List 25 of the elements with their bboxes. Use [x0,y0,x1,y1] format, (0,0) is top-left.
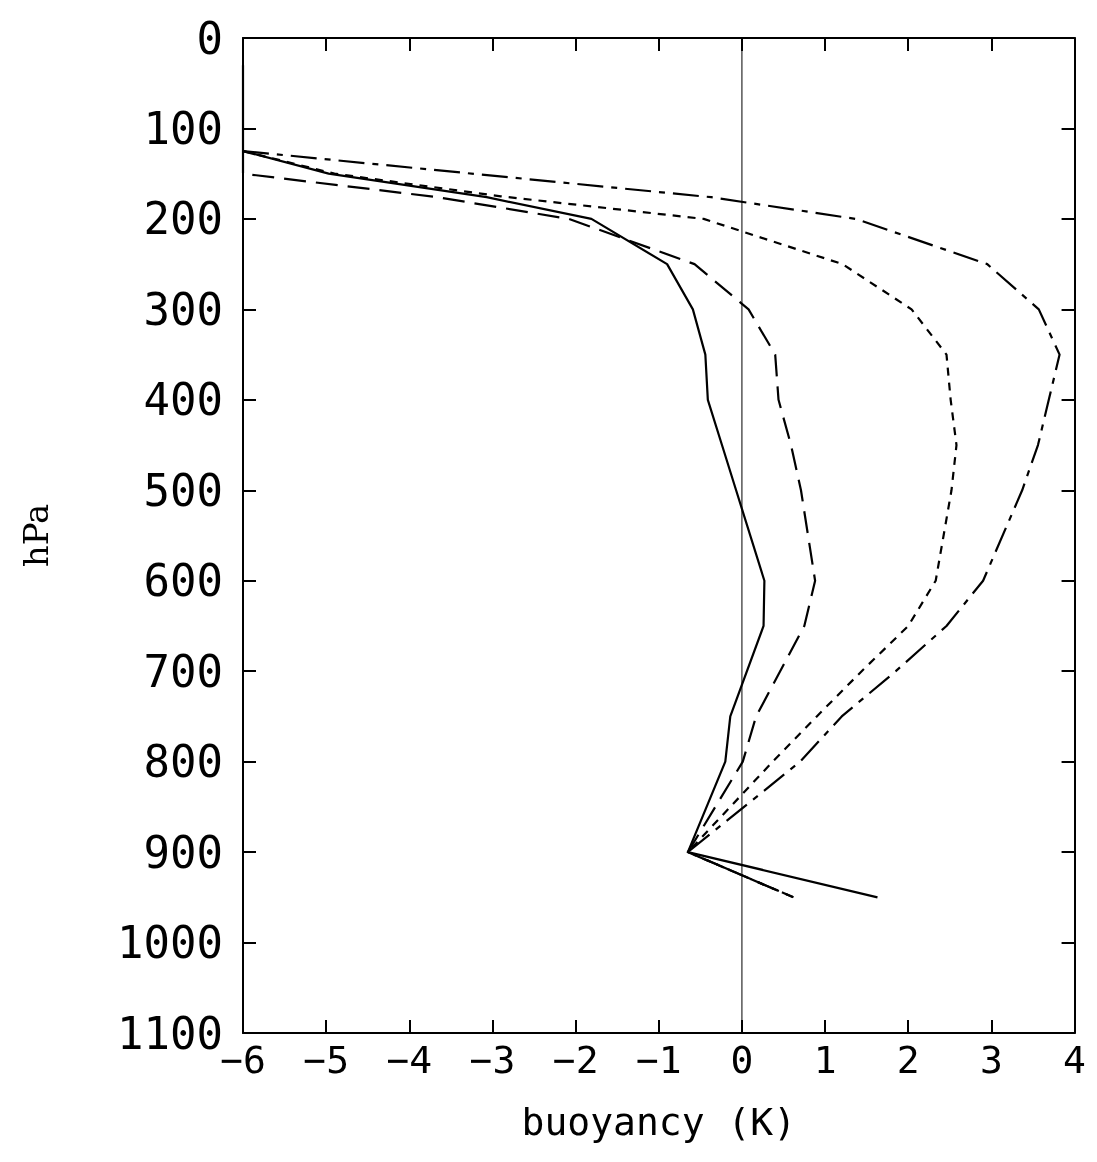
x-tick-label: −3 [469,1038,516,1082]
y-tick-label: 300 [143,283,223,335]
y-tick-label: 900 [143,826,223,878]
x-tick-label: −2 [552,1038,599,1082]
y-axis-title: hPa [16,503,56,568]
y-tick-label: 0 [196,12,223,64]
x-tick-label: −6 [220,1038,266,1082]
x-axis-title: buoyancy (K) [521,1100,797,1144]
x-tick-label: 1 [813,1038,837,1082]
y-tick-label: 100 [143,102,223,154]
y-tick-label: 200 [143,193,223,245]
x-tick-label: −4 [386,1038,433,1082]
y-tick-label: 1100 [117,1007,223,1059]
y-tick-label: 1000 [117,917,223,969]
y-tick-label: 500 [143,464,223,516]
x-tick-label: 3 [979,1038,1003,1082]
y-tick-label: 800 [143,736,223,788]
y-tick-label: 600 [143,555,223,607]
x-tick-label: −5 [303,1038,350,1082]
x-tick-label: 4 [1063,1038,1087,1082]
x-tick-label: −1 [635,1038,682,1082]
y-tick-label: 400 [143,374,223,426]
x-tick-label: 2 [896,1038,920,1082]
x-tick-label: 0 [730,1038,754,1082]
y-tick-label: 700 [143,645,223,697]
